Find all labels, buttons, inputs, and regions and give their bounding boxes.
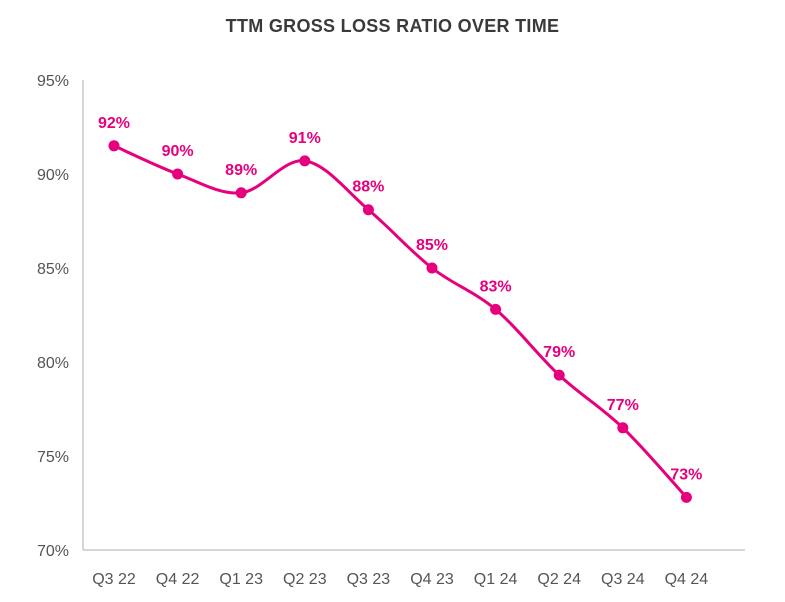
data-point [235, 187, 247, 199]
data-label: 73% [670, 466, 702, 483]
y-tick-label: 70% [37, 543, 69, 560]
data-point [617, 422, 629, 434]
data-point [172, 168, 184, 180]
data-labels: 92% 90% 89% 91% 88% 85% 83% 79% 77% 73% [98, 115, 702, 484]
x-tick-label: Q3 23 [347, 571, 391, 588]
data-label: 77% [607, 397, 639, 414]
data-label: 91% [289, 130, 321, 147]
y-tick-label: 80% [37, 355, 69, 372]
data-point [490, 303, 502, 315]
data-point [362, 204, 374, 216]
x-tick-label: Q3 22 [92, 571, 136, 588]
data-label: 79% [543, 344, 575, 361]
data-point [680, 491, 692, 503]
data-label: 88% [352, 179, 384, 196]
data-point [553, 369, 565, 381]
y-tick-label: 85% [37, 261, 69, 278]
y-tick-label: 75% [37, 449, 69, 466]
x-tick-label: Q2 23 [283, 571, 327, 588]
data-label: 83% [480, 278, 512, 295]
x-axis-ticks: Q3 22 Q4 22 Q1 23 Q2 23 Q3 23 Q4 23 Q1 24 Q2 24… [92, 571, 708, 588]
data-point [108, 140, 120, 152]
data-label: 90% [162, 143, 194, 160]
data-point [299, 155, 311, 167]
y-tick-label: 90% [37, 167, 69, 184]
chart-title: TTM GROSS LOSS RATIO OVER TIME [225, 16, 560, 36]
y-axis-ticks: 70% 75% 80% 85% 90% 95% [37, 73, 69, 560]
x-tick-label: Q4 24 [665, 571, 709, 588]
data-label: 85% [416, 237, 448, 254]
x-tick-label: Q2 24 [537, 571, 581, 588]
data-label: 92% [98, 115, 130, 132]
y-tick-label: 95% [37, 73, 69, 90]
data-point [426, 262, 438, 274]
x-tick-label: Q4 23 [410, 571, 454, 588]
x-tick-label: Q1 24 [474, 571, 518, 588]
data-label: 89% [225, 162, 257, 179]
x-tick-label: Q1 23 [219, 571, 263, 588]
data-points [108, 140, 692, 503]
x-tick-label: Q3 24 [601, 571, 645, 588]
series-line [112, 144, 688, 499]
x-tick-label: Q4 22 [156, 571, 200, 588]
